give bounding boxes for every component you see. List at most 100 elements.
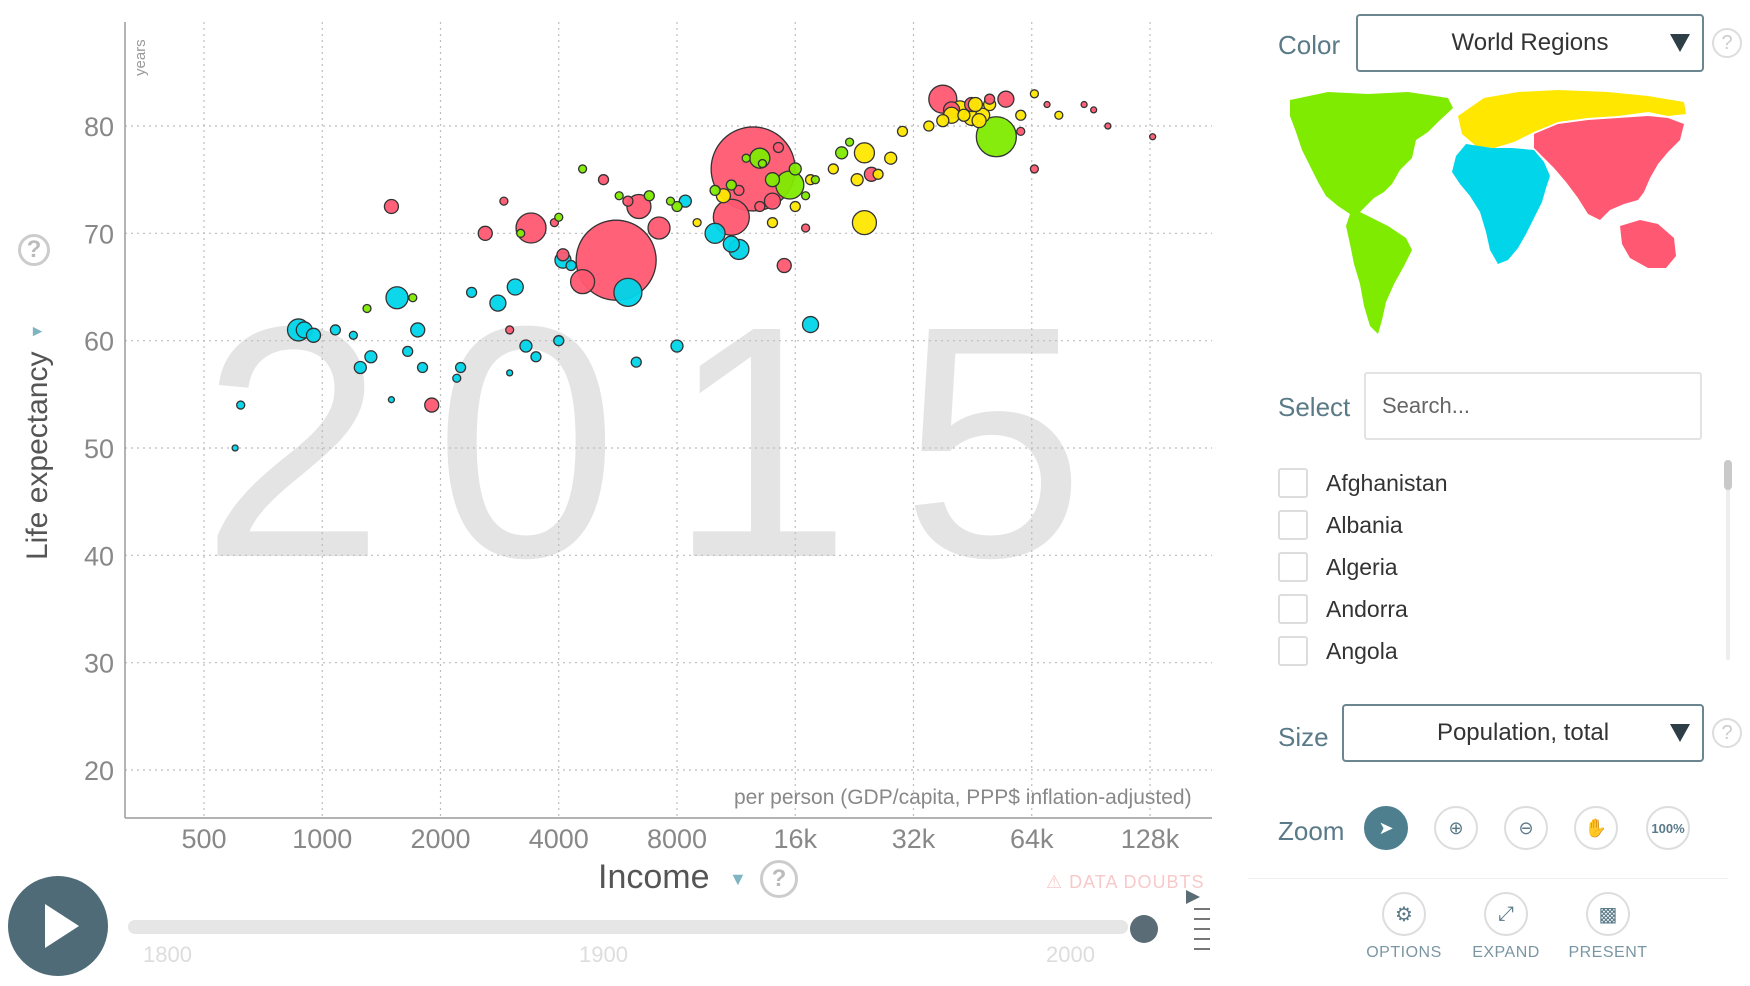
bubble-africa bbox=[630, 356, 642, 368]
x-axis-title[interactable]: Income ▼ bbox=[598, 858, 747, 897]
bubble-asia bbox=[800, 223, 811, 233]
list-item[interactable]: Angola bbox=[1278, 630, 1718, 668]
x-axis-dropdown-icon[interactable]: ▼ bbox=[728, 868, 747, 889]
map-region-asia[interactable] bbox=[1534, 116, 1684, 268]
time-slider-handle[interactable] bbox=[1130, 915, 1158, 943]
country-name[interactable]: Angola bbox=[1326, 637, 1398, 664]
pan-tool-button[interactable]: ✋ bbox=[1574, 806, 1618, 850]
zoom-reset-button[interactable]: 100% bbox=[1646, 806, 1690, 850]
bubble-africa bbox=[530, 351, 542, 363]
y-axis-unit: years bbox=[132, 39, 149, 76]
y-axis-dropdown-icon[interactable]: ▼ bbox=[29, 323, 46, 340]
color-help-icon[interactable]: ? bbox=[1712, 28, 1742, 58]
chevron-down-icon bbox=[1670, 724, 1690, 742]
bubble-europe bbox=[872, 168, 884, 180]
y-tick-label: 60 bbox=[84, 327, 114, 357]
bubble-africa bbox=[348, 330, 359, 340]
bubble-americas bbox=[775, 170, 805, 200]
country-list-scrollbar-thumb[interactable] bbox=[1724, 460, 1732, 490]
bubble-asia bbox=[1043, 100, 1051, 109]
bubble-europe bbox=[923, 120, 935, 132]
map-region-americas[interactable] bbox=[1290, 92, 1453, 334]
speed-tick bbox=[1194, 918, 1210, 920]
country-list-scrollbar[interactable] bbox=[1726, 460, 1730, 660]
data-doubts-text[interactable]: DATA DOUBTS bbox=[1069, 872, 1205, 892]
country-checkbox[interactable] bbox=[1278, 510, 1308, 540]
play-button[interactable] bbox=[8, 876, 108, 976]
bubble-asia bbox=[515, 212, 547, 244]
list-item[interactable]: Albania bbox=[1278, 504, 1718, 546]
side-panel: Color World Regions ? Select Afghanistan… bbox=[1248, 0, 1750, 986]
list-item[interactable]: Afghanistan bbox=[1278, 462, 1718, 504]
size-select-value[interactable]: Population, total bbox=[1436, 719, 1610, 746]
country-name[interactable]: Algeria bbox=[1326, 553, 1398, 580]
speed-tick bbox=[1194, 948, 1210, 950]
bubble-africa bbox=[329, 324, 342, 336]
speed-control[interactable] bbox=[1186, 890, 1210, 950]
list-item[interactable]: Algeria bbox=[1278, 546, 1718, 588]
country-list[interactable]: Afghanistan Albania Algeria Andorra Ango… bbox=[1278, 462, 1718, 668]
color-select-value[interactable]: World Regions bbox=[1451, 29, 1609, 56]
y-axis-title[interactable]: Life expectancy ▼ bbox=[18, 300, 58, 560]
bubble-americas bbox=[975, 116, 1017, 158]
speed-tick bbox=[1194, 938, 1210, 940]
color-select[interactable]: World Regions bbox=[1356, 14, 1704, 72]
zoom-label: Zoom bbox=[1278, 816, 1345, 846]
world-regions-map[interactable] bbox=[1288, 88, 1698, 338]
bubble-americas bbox=[725, 179, 737, 191]
size-help-glyph: ? bbox=[1721, 721, 1733, 744]
bubble-africa bbox=[416, 361, 429, 374]
x-axis-title-text[interactable]: Income bbox=[598, 858, 710, 896]
zoom-in-button[interactable]: ⊕ bbox=[1434, 806, 1478, 850]
zoom-out-icon: ⊖ bbox=[1518, 817, 1534, 838]
size-select[interactable]: Population, total bbox=[1342, 704, 1704, 762]
bubble-africa bbox=[565, 259, 577, 272]
data-doubts-link[interactable]: ⚠ DATA DOUBTS bbox=[1046, 872, 1205, 892]
size-help-icon[interactable]: ? bbox=[1712, 718, 1742, 748]
bubble-americas bbox=[810, 175, 820, 185]
play-icon bbox=[45, 904, 79, 948]
bubble-americas bbox=[788, 162, 802, 176]
country-checkbox[interactable] bbox=[1278, 552, 1308, 582]
options-button[interactable]: ⚙ OPTIONS bbox=[1354, 892, 1454, 962]
list-item[interactable]: Andorra bbox=[1278, 588, 1718, 630]
time-slider-track[interactable] bbox=[128, 920, 1128, 934]
country-name[interactable]: Albania bbox=[1326, 511, 1403, 538]
bubble-asia bbox=[383, 198, 400, 215]
map-region-europe[interactable] bbox=[1458, 90, 1686, 148]
expand-icon: ⤢ bbox=[1484, 892, 1528, 936]
country-search-input[interactable] bbox=[1364, 372, 1702, 440]
cursor-tool-button[interactable]: ➤ bbox=[1364, 806, 1408, 850]
y-axis-help-icon[interactable]: ? bbox=[18, 234, 50, 266]
expand-button[interactable]: ⤢ EXPAND bbox=[1456, 892, 1556, 962]
bubble-africa bbox=[364, 350, 378, 364]
bubble-europe bbox=[850, 173, 864, 187]
country-name[interactable]: Afghanistan bbox=[1326, 469, 1448, 496]
y-axis-title-text[interactable]: Life expectancy bbox=[21, 351, 54, 560]
bubble-asia bbox=[1080, 100, 1088, 109]
zoom-out-button[interactable]: ⊖ bbox=[1504, 806, 1548, 850]
country-name[interactable]: Andorra bbox=[1326, 595, 1408, 622]
x-tick-label: 500 bbox=[181, 824, 226, 854]
bubble-africa bbox=[231, 444, 239, 452]
bubble-asia bbox=[569, 268, 596, 295]
map-region-africa[interactable] bbox=[1452, 144, 1550, 264]
country-checkbox[interactable] bbox=[1278, 594, 1308, 624]
bubble-asia bbox=[1148, 133, 1157, 141]
speed-flag-icon bbox=[1186, 890, 1200, 904]
bubble-americas bbox=[643, 190, 655, 202]
bubble-africa bbox=[452, 373, 462, 383]
country-checkbox[interactable] bbox=[1278, 636, 1308, 666]
bubble-africa bbox=[670, 339, 684, 353]
x-tick-label: 2000 bbox=[410, 824, 470, 854]
country-checkbox[interactable] bbox=[1278, 468, 1308, 498]
bubble-chart[interactable]: 2015 500 1000 2000 4000 8000 16k 32k 64k 128k 20 3… bbox=[0, 0, 1240, 870]
present-button[interactable]: ▩ PRESENT bbox=[1558, 892, 1658, 962]
x-axis-help-icon[interactable]: ? bbox=[760, 860, 798, 898]
bubble-africa bbox=[519, 339, 533, 353]
bubble-americas bbox=[671, 200, 683, 213]
bubble-americas bbox=[516, 228, 526, 238]
bubble-asia bbox=[505, 325, 515, 335]
bubble-africa bbox=[465, 286, 478, 299]
bubble-europe bbox=[692, 217, 702, 228]
